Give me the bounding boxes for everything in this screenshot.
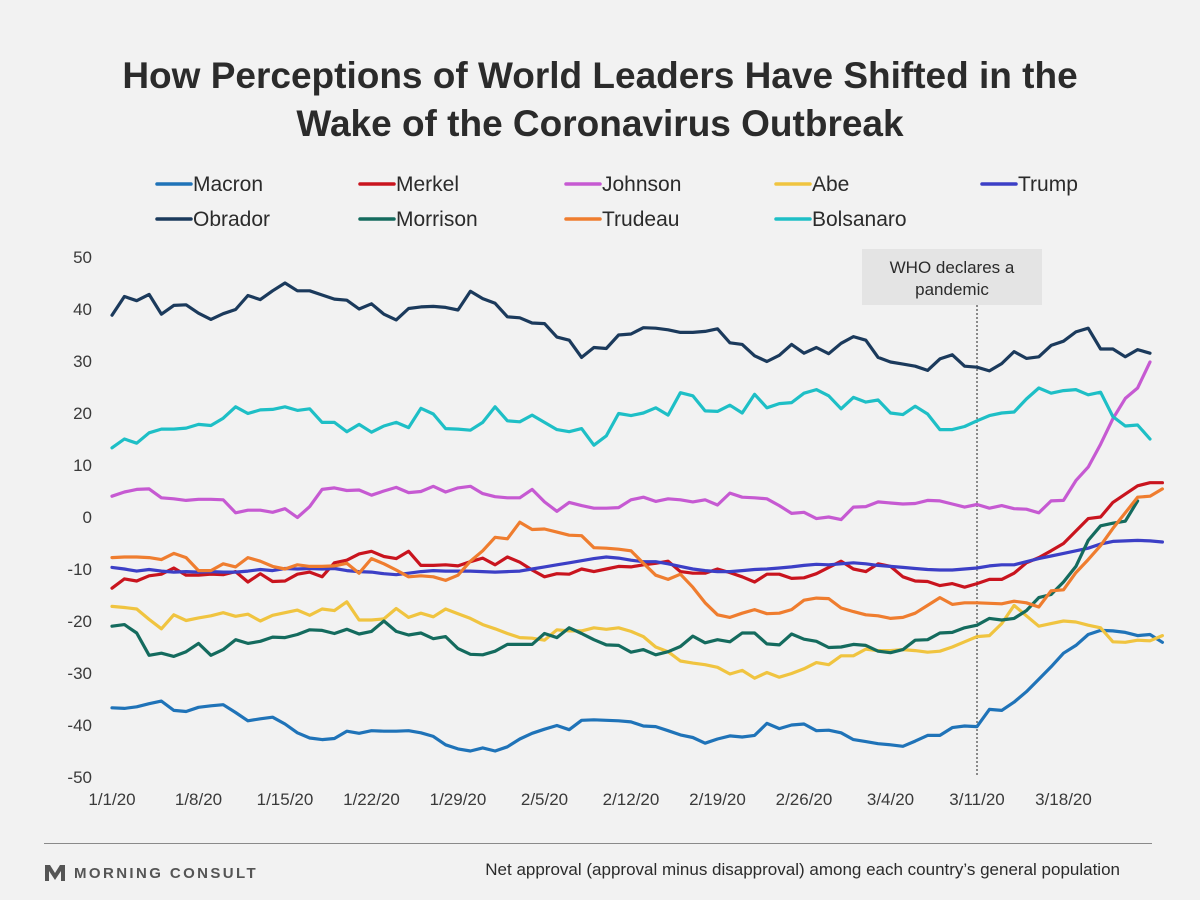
annotation-text: WHO declares a (890, 258, 1015, 277)
morning-consult-logo: MORNING CONSULT (44, 859, 258, 887)
series-line-abe (110, 600, 1165, 680)
series-line-merkel (110, 481, 1165, 590)
legend-label-bolsanaro: Bolsanaro (812, 208, 907, 231)
chart-title-line-1: How Perceptions of World Leaders Have Sh… (122, 55, 1078, 96)
series-line-bolsanaro (110, 386, 1152, 450)
logo-text: MORNING CONSULT (74, 864, 259, 882)
y-tick-label: 40 (73, 300, 92, 319)
y-tick-label: -30 (67, 664, 92, 683)
x-tick-label: 2/19/20 (689, 790, 746, 809)
x-tick-label: 3/18/20 (1035, 790, 1092, 809)
y-tick-label: -40 (67, 716, 92, 735)
legend-label-johnson: Johnson (602, 173, 681, 196)
logo-mark-icon (45, 865, 65, 881)
series-line-obrador (110, 281, 1152, 373)
x-tick-label: 3/4/20 (867, 790, 914, 809)
y-tick-label: 10 (73, 456, 92, 475)
chart-title: How Perceptions of World Leaders Have Sh… (0, 52, 1200, 148)
annotation-text: pandemic (915, 280, 989, 299)
x-tick-label: 2/26/20 (776, 790, 833, 809)
y-tick-label: 20 (73, 404, 92, 423)
legend-label-abe: Abe (812, 173, 849, 196)
x-tick-label: 3/11/20 (949, 790, 1004, 809)
annotation-box (862, 249, 1042, 305)
series-line-trudeau (110, 487, 1165, 621)
legend-label-trump: Trump (1018, 173, 1078, 196)
series-line-macron (110, 628, 1165, 753)
x-tick-label: 2/5/20 (521, 790, 568, 809)
x-tick-label: 1/15/20 (257, 790, 314, 809)
chart-title-line-2: Wake of the Coronavirus Outbreak (296, 103, 904, 144)
y-tick-label: -50 (67, 768, 92, 787)
x-tick-label: 1/8/20 (175, 790, 222, 809)
footer-divider (44, 843, 1152, 844)
legend-label-trudeau: Trudeau (602, 208, 679, 231)
y-tick-label: 50 (73, 248, 92, 267)
x-tick-label: 1/1/20 (88, 790, 135, 809)
footer-note: Net approval (approval minus disapproval… (485, 860, 1120, 879)
x-tick-label: 2/12/20 (603, 790, 660, 809)
y-tick-label: -10 (67, 560, 92, 579)
legend-label-merkel: Merkel (396, 173, 459, 196)
legend-label-morrison: Morrison (396, 208, 478, 231)
legend-label-macron: Macron (193, 173, 263, 196)
y-tick-label: 30 (73, 352, 92, 371)
series-line-johnson (110, 360, 1152, 522)
y-tick-label: 0 (83, 508, 92, 527)
x-tick-label: 1/29/20 (430, 790, 487, 809)
legend-label-obrador: Obrador (193, 208, 270, 231)
series-line-morrison (110, 499, 1140, 659)
y-tick-label: -20 (67, 612, 92, 631)
x-tick-label: 1/22/20 (343, 790, 400, 809)
